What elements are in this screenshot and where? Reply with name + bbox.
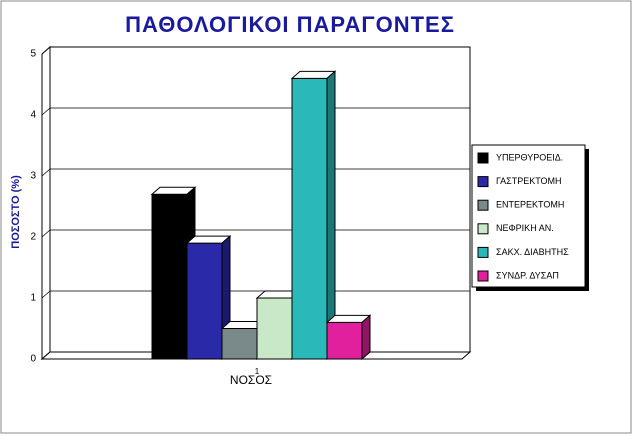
y-tick-label: 0	[30, 354, 36, 365]
y-tick-label: 5	[30, 49, 36, 60]
bar-face	[291, 77, 328, 360]
bar-face	[151, 193, 188, 360]
legend-swatch	[477, 246, 489, 258]
bar	[290, 70, 337, 361]
legend-label: ΣΑΚΧ. ΔΙΑΒΗΤΗΣ	[496, 247, 569, 257]
bar	[220, 320, 267, 361]
bar	[325, 314, 372, 361]
bar-face	[326, 321, 363, 360]
x-axis-label: ΝΟΣΟΣ	[230, 373, 272, 387]
legend-label: ΥΠΕΡΘΥΡΟΕΙΔ.	[496, 152, 563, 162]
side-wall	[41, 45, 51, 361]
chart-title: ΠΑΘΟΛΟΓΙΚΟΙ ΠΑΡΑΓΟΝΤΕΣ	[125, 12, 455, 37]
bar-face	[221, 328, 258, 360]
legend-swatch	[477, 152, 489, 164]
y-tick-label: 1	[30, 293, 36, 304]
legend	[471, 144, 586, 288]
legend-swatch	[477, 176, 489, 188]
legend-label: ΝΕΦΡΙΚΗ ΑΝ.	[496, 223, 554, 233]
legend-label: ΓΑΣΤΡΕΚΤΟΜΗ	[496, 176, 562, 186]
y-tick-label: 2	[30, 232, 36, 243]
legend-swatch	[477, 223, 489, 235]
y-axis-label: ΠΟΣΟΣΤΟ (%)	[10, 175, 22, 249]
legend-swatch	[477, 270, 489, 282]
bar-face	[186, 242, 223, 360]
bar-face	[256, 297, 293, 360]
bar-face	[361, 314, 371, 361]
grid-line	[41, 46, 470, 55]
legend-label: ΕΝΤΕΡΕΚΤΟΜΗ	[496, 200, 564, 210]
legend-label: ΣΥΝΔΡ. ΔΥΣΑΠ	[496, 270, 559, 280]
y-tick-label: 4	[30, 110, 36, 121]
x-tick-label: 1	[255, 367, 260, 376]
legend-swatch	[477, 199, 489, 211]
y-tick-label: 3	[30, 171, 36, 182]
